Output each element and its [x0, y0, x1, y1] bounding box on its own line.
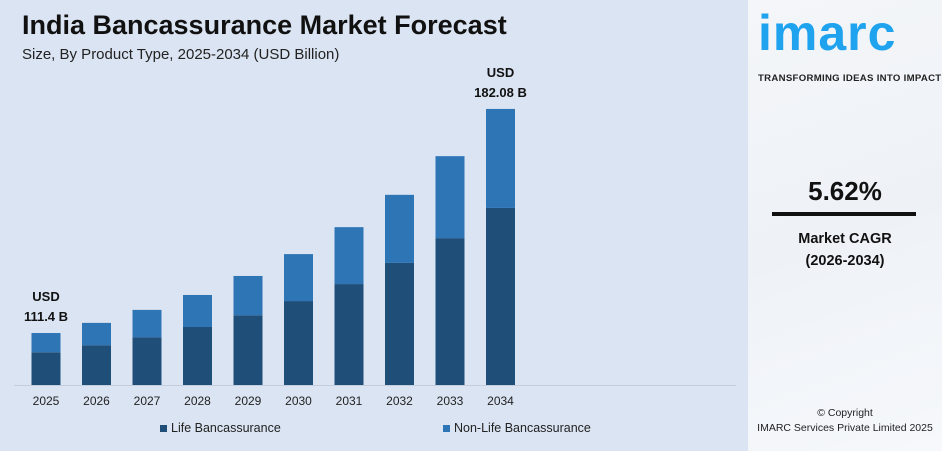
chart-subtitle: Size, By Product Type, 2025-2034 (USD Bi…	[22, 46, 340, 63]
bar-life-2034	[486, 207, 515, 385]
legend-label-life: Life Bancassurance	[171, 421, 281, 435]
data-label-2034-line2: 182.08 B	[474, 85, 527, 100]
x-tick-label: 2031	[336, 394, 363, 408]
bar-non-life-2032	[385, 194, 414, 263]
bar-chart: 2025 USD 111.4 B 2026 2027 2028 2029 2030 2031 20…	[14, 65, 736, 408]
imarc-logo: imarc	[758, 5, 897, 61]
x-tick-label: 2026	[83, 394, 110, 408]
bar-non-life-2034	[486, 108, 515, 208]
copyright-line2: IMARC Services Private Limited 2025	[757, 422, 933, 434]
legend-swatch-life	[160, 425, 167, 432]
x-tick-label: 2028	[184, 394, 211, 408]
bar-life-2026	[82, 345, 111, 385]
bar-life-2032	[385, 262, 414, 385]
x-tick-label: 2027	[134, 394, 161, 408]
x-tick-label: 2033	[437, 394, 464, 408]
x-tick-label: 2030	[285, 394, 312, 408]
legend-item-life: Life Bancassurance	[160, 421, 281, 435]
cagr-label-text: Market CAGR	[798, 231, 892, 247]
x-tick-label: 2032	[386, 394, 413, 408]
bar-non-life-2030	[284, 254, 313, 302]
data-label-2025-line1: USD	[32, 289, 59, 304]
copyright: © Copyright IMARC Services Private Limit…	[748, 406, 942, 436]
copyright-line1: © Copyright	[817, 407, 873, 419]
bar-life-2033	[435, 238, 465, 385]
bar-non-life-2031	[334, 227, 364, 285]
cagr-period: (2026-2034)	[805, 253, 885, 269]
legend-swatch-non-life	[443, 425, 450, 432]
legend-label-non-life: Non-Life Bancassurance	[454, 421, 591, 435]
bar-life-2025	[31, 352, 61, 385]
tagline: TRANSFORMING IDEAS INTO IMPACT	[758, 73, 942, 84]
bar-life-2031	[334, 284, 364, 385]
bar-non-life-2027	[132, 309, 162, 338]
chart-panel: India Bancassurance Market Forecast Size…	[14, 10, 736, 435]
x-tick-label: 2029	[235, 394, 262, 408]
bar-non-life-2026	[82, 322, 111, 346]
bar-non-life-2033	[435, 156, 465, 239]
bar-life-2027	[132, 337, 162, 385]
data-label-2025-line2: 111.4 B	[24, 309, 68, 324]
bar-non-life-2025	[31, 333, 61, 353]
legend-item-non-life: Non-Life Bancassurance	[443, 421, 591, 435]
divider	[772, 212, 916, 216]
cagr-value: 5.62%	[808, 176, 882, 206]
chart-title: India Bancassurance Market Forecast	[22, 10, 507, 40]
bar-life-2029	[233, 315, 263, 385]
data-label-2034-line1: USD	[487, 65, 514, 80]
bar-life-2030	[284, 301, 313, 385]
bar-life-2028	[183, 327, 212, 385]
bar-non-life-2028	[183, 294, 212, 328]
cagr-label: Market CAGR (2026-2034)	[748, 228, 942, 272]
x-tick-label: 2025	[33, 394, 60, 408]
bar-non-life-2029	[233, 275, 263, 316]
x-tick-label: 2034	[487, 394, 514, 408]
sidebar: imarc TRANSFORMING IDEAS INTO IMPACT 5.6…	[748, 0, 942, 451]
